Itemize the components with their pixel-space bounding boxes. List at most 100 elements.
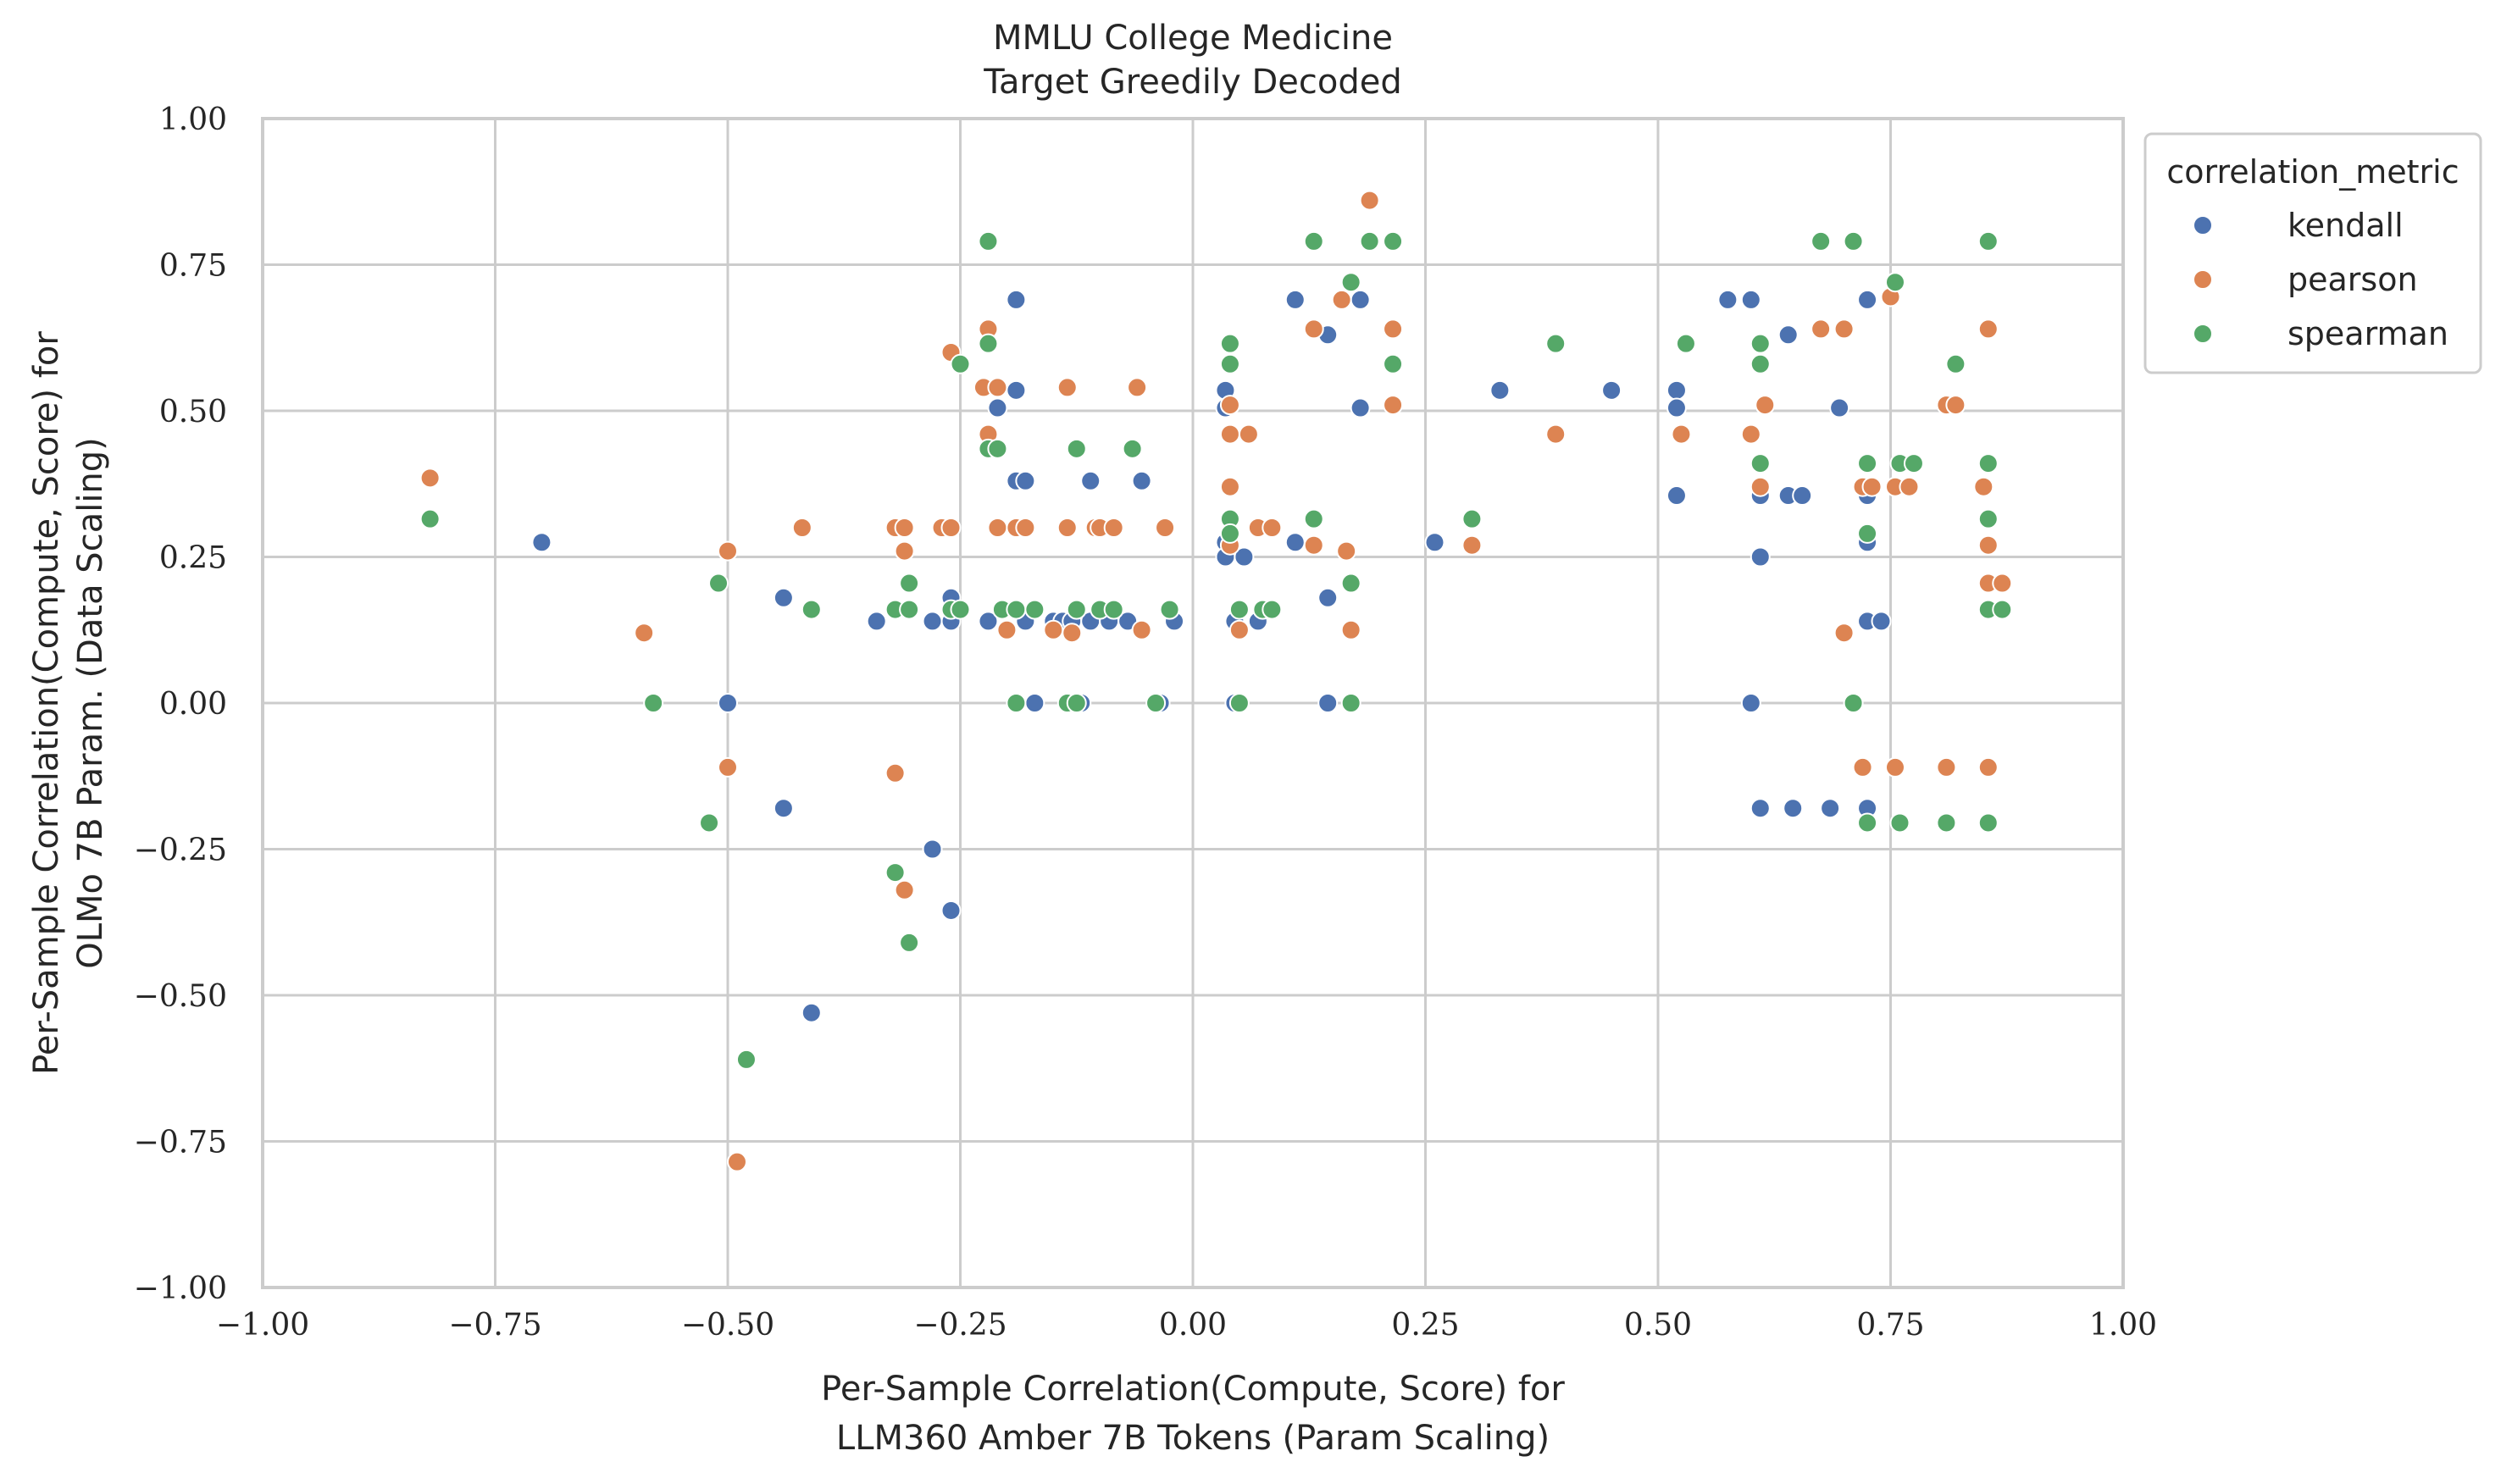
spearman-point xyxy=(1461,508,1483,529)
spearman-point xyxy=(1303,508,1324,529)
pearson-point xyxy=(1043,619,1064,640)
chart-title-line-1: MMLU College Medicine xyxy=(993,19,1393,58)
kendall-point xyxy=(1317,693,1339,713)
pearson-point xyxy=(1219,476,1240,497)
pearson-point xyxy=(1740,424,1761,445)
kendall-point xyxy=(1820,798,1841,819)
pearson-point xyxy=(1219,395,1240,416)
kendall-point xyxy=(773,587,794,608)
pearson-point xyxy=(1545,424,1567,445)
kendall-point xyxy=(1317,587,1339,608)
spearman-point xyxy=(950,599,971,620)
pearson-point xyxy=(894,879,915,900)
spearman-point xyxy=(1977,453,1999,474)
pearson-point xyxy=(987,518,1008,538)
spearman-point xyxy=(735,1049,757,1070)
pearson-point xyxy=(1977,756,1999,778)
spearman-point xyxy=(978,230,999,252)
x-tick-label: 0.00 xyxy=(1159,1308,1227,1343)
spearman-point xyxy=(1945,353,1966,374)
spearman-point xyxy=(1303,230,1324,252)
x-tick-label: −0.25 xyxy=(913,1308,1006,1343)
pearson-point xyxy=(996,619,1018,640)
kendall-point xyxy=(866,611,887,632)
kendall-point xyxy=(1750,546,1771,568)
y-tick-labels: −1.00 −0.75 −0.50 −0.25 0.00 0.25 0.50 0.75 1.00 xyxy=(134,102,227,1306)
y-tick-label: 0.50 xyxy=(159,395,227,429)
kendall-point xyxy=(773,798,794,819)
spearman-point xyxy=(1066,599,1087,620)
kendall-point xyxy=(1666,485,1687,507)
pearson-point xyxy=(1861,476,1883,497)
spearman-point xyxy=(1936,812,1957,833)
kendall-point xyxy=(1424,532,1445,553)
spearman-point xyxy=(1811,230,1832,252)
spearman-point xyxy=(1340,693,1361,713)
kendall-point xyxy=(1666,397,1687,418)
pearson-point xyxy=(718,540,738,562)
spearman-point xyxy=(1857,453,1878,474)
kendall-point xyxy=(922,611,943,632)
spearman-point xyxy=(801,599,822,620)
x-axis-label-line-2: LLM360 Amber 7B Tokens (Param Scaling) xyxy=(836,1419,1550,1458)
pearson-point xyxy=(791,518,812,538)
legend-marker-kendall xyxy=(2193,215,2213,235)
pearson-point xyxy=(1977,534,1999,556)
kendall-point xyxy=(1666,379,1687,401)
x-tick-label: 0.50 xyxy=(1624,1308,1692,1343)
spearman-point xyxy=(950,353,971,374)
legend-label-pearson: pearson xyxy=(2288,261,2418,298)
spearman-point xyxy=(1977,508,1999,529)
spearman-point xyxy=(978,333,999,354)
pearson-point xyxy=(1056,377,1078,398)
pearson-point xyxy=(1359,190,1380,211)
pearson-point xyxy=(1062,623,1083,644)
y-tick-label: 1.00 xyxy=(159,102,227,137)
kendall-point xyxy=(1080,470,1101,491)
spearman-point xyxy=(1340,272,1361,293)
kendall-point xyxy=(1829,397,1850,418)
kendall-point xyxy=(1006,289,1027,310)
y-tick-label: −1.00 xyxy=(134,1271,227,1306)
y-axis-label-line-2: OLMo 7B Param. (Data Scaling) xyxy=(71,437,110,969)
x-tick-label: −0.50 xyxy=(681,1308,774,1343)
y-tick-label: −0.25 xyxy=(134,833,227,868)
pearson-point xyxy=(1127,377,1148,398)
kendall-point xyxy=(1792,485,1813,507)
kendall-point xyxy=(718,693,738,713)
spearman-point xyxy=(899,599,920,620)
spearman-point xyxy=(1228,693,1250,713)
pearson-point xyxy=(634,623,655,644)
spearman-point xyxy=(1159,599,1180,620)
kendall-point xyxy=(1350,397,1371,418)
spearman-point xyxy=(1843,230,1864,252)
kendall-point xyxy=(1740,289,1761,310)
legend-items: kendall pearson spearman xyxy=(2193,207,2448,352)
y-tick-label: 0.25 xyxy=(159,541,227,576)
pearson-point xyxy=(1262,518,1283,538)
spearman-point xyxy=(1219,523,1240,544)
y-axis-label: Per-Sample Correlation(Compute, Score) f… xyxy=(27,331,110,1075)
spearman-point xyxy=(1262,599,1283,620)
pearson-point xyxy=(1671,424,1692,445)
kendall-point xyxy=(978,611,999,632)
pearson-point xyxy=(1750,476,1771,497)
chart-title-line-2: Target Greedily Decoded xyxy=(983,63,1402,102)
pearson-point xyxy=(718,756,738,778)
pearson-point xyxy=(1331,289,1352,310)
kendall-point xyxy=(1350,289,1371,310)
spearman-point xyxy=(419,508,441,529)
pearson-point xyxy=(1977,318,1999,340)
legend-label-kendall: kendall xyxy=(2288,207,2404,244)
pearson-point xyxy=(940,518,962,538)
x-tick-label: 0.25 xyxy=(1391,1308,1459,1343)
spearman-point xyxy=(1006,693,1027,713)
spearman-point xyxy=(899,573,920,594)
series-pearson xyxy=(419,190,2013,1172)
pearson-point xyxy=(1383,395,1404,416)
kendall-point xyxy=(1234,546,1255,568)
pearson-point xyxy=(1303,318,1324,340)
spearman-point xyxy=(1340,573,1361,594)
